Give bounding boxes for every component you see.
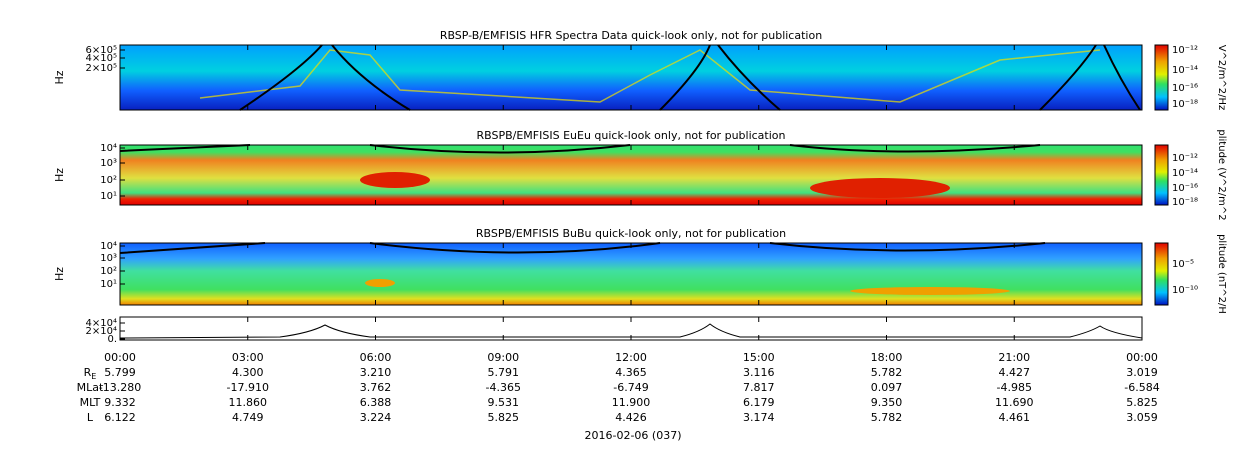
time-tick-label: 15:00 — [743, 351, 775, 364]
ephemeris-value: 4.461 — [999, 411, 1031, 424]
ephemeris-label: RE — [84, 366, 97, 381]
ephemeris-value: 3.019 — [1126, 366, 1158, 379]
date-label: 2016-02-06 (037) — [584, 429, 681, 442]
y-tick-label: 10¹ — [100, 191, 117, 202]
time-tick-label: 03:00 — [232, 351, 264, 364]
ephemeris-value: 5.825 — [1126, 396, 1158, 409]
y-tick-label: 10⁴ — [100, 143, 117, 154]
ephemeris-label: L — [87, 411, 94, 424]
y-axis-label: Hz — [53, 267, 66, 281]
ephemeris-value: 3.210 — [360, 366, 392, 379]
ephemeris-value: 9.350 — [871, 396, 903, 409]
y-tick-label: 10⁴ — [100, 241, 117, 252]
ephemeris-value: 9.332 — [104, 396, 136, 409]
colorbar-tick-label: 10⁻¹² — [1172, 45, 1198, 56]
ephemeris-value: 3.059 — [1126, 411, 1158, 424]
spectrogram-bubu — [119, 242, 1143, 306]
ephemeris-value: 11.690 — [995, 396, 1034, 409]
y-axis-label: Hz — [53, 168, 66, 182]
y-tick-label: 4×10⁵ — [86, 53, 117, 64]
colorbar-tick-label: 10⁻¹⁴ — [1172, 65, 1198, 76]
time-tick-label: 06:00 — [360, 351, 392, 364]
y-tick-label: 0. — [107, 334, 117, 345]
subscript: E — [91, 372, 96, 381]
ephemeris-value: 3.116 — [743, 366, 775, 379]
ephemeris-value: -6.749 — [613, 381, 648, 394]
ephemeris-value: 7.817 — [743, 381, 775, 394]
ephemeris-value: 0.097 — [871, 381, 903, 394]
ephemeris-value: 6.122 — [104, 411, 136, 424]
ephemeris-value: 3.762 — [360, 381, 392, 394]
y-tick-label: 6×10⁵ — [86, 45, 117, 56]
y-tick-label: 10³ — [100, 158, 117, 169]
ephemeris-value: 5.825 — [488, 411, 520, 424]
ephemeris-value: 5.782 — [871, 411, 903, 424]
ephemeris-label: MLT — [80, 396, 101, 409]
spectrogram-hfr — [119, 44, 1143, 111]
ephemeris-value: 4.426 — [615, 411, 647, 424]
colorbar-label: V^2/m^2/Hz — [1216, 45, 1227, 111]
time-tick-label: 09:00 — [487, 351, 519, 364]
ephemeris-value: 11.860 — [229, 396, 268, 409]
colorbar-tick-label: 10⁻¹⁰ — [1172, 285, 1198, 296]
ephemeris-value: -4.985 — [997, 381, 1032, 394]
time-tick-label: 18:00 — [871, 351, 903, 364]
ephemeris-label: MLat — [77, 381, 104, 394]
y-tick-label: 2×10⁵ — [86, 63, 117, 74]
ephemeris-value: 11.900 — [612, 396, 651, 409]
panel-title: RBSPB/EMFISIS BuBu quick-look only, not … — [476, 227, 786, 240]
colorbar-label: plitude (nT^2/H — [1216, 234, 1227, 314]
ephemeris-value: 3.224 — [360, 411, 392, 424]
ephemeris-value: 4.427 — [999, 366, 1031, 379]
y-tick-label: 2×10⁴ — [86, 326, 117, 337]
y-tick-label: 4×10⁴ — [86, 318, 117, 329]
ephemeris-value: 3.174 — [743, 411, 775, 424]
panel-title: RBSP-B/EMFISIS HFR Spectra Data quick-lo… — [440, 29, 822, 42]
ephemeris-value: 9.531 — [488, 396, 520, 409]
colorbar-label: plitude (V^2/m^2 — [1216, 129, 1227, 220]
panel-title: RBSPB/EMFISIS EuEu quick-look only, not … — [476, 129, 785, 142]
colorbar-tick-label: 10⁻¹⁸ — [1172, 197, 1198, 208]
ephemeris-value: -6.584 — [1124, 381, 1159, 394]
ephemeris-value: 6.388 — [360, 396, 392, 409]
y-tick-label: 10² — [100, 175, 117, 186]
ephemeris-value: 5.782 — [871, 366, 903, 379]
colorbar-tick-label: 10⁻¹⁸ — [1172, 99, 1198, 110]
colorbar-tick-label: 10⁻¹² — [1172, 153, 1198, 164]
time-tick-label: 00:00 — [1126, 351, 1158, 364]
y-tick-label: 10² — [100, 266, 117, 277]
time-tick-label: 21:00 — [998, 351, 1030, 364]
ephemeris-value: 4.300 — [232, 366, 264, 379]
colorbar-tick-label: 10⁻¹⁴ — [1172, 168, 1198, 179]
ephemeris-value: 6.179 — [743, 396, 775, 409]
ephemeris-value: -4.365 — [486, 381, 521, 394]
ephemeris-value: 4.749 — [232, 411, 264, 424]
y-tick-label: 10³ — [100, 253, 117, 264]
time-tick-label: 00:00 — [104, 351, 136, 364]
colorbar-tick-label: 10⁻¹⁶ — [1172, 83, 1198, 94]
ephemeris-value: -17.910 — [227, 381, 269, 394]
ephemeris-value: 5.799 — [104, 366, 136, 379]
ephemeris-value: -13.280 — [99, 381, 141, 394]
colorbar-tick-label: 10⁻¹⁶ — [1172, 183, 1198, 194]
ephemeris-value: 4.365 — [615, 366, 647, 379]
y-tick-label: 10¹ — [100, 279, 117, 290]
colorbars — [1154, 44, 1169, 306]
time-tick-label: 12:00 — [615, 351, 647, 364]
ephemeris-value: 5.791 — [488, 366, 520, 379]
y-axis-label: Hz — [53, 70, 66, 84]
colorbar-tick-label: 10⁻⁵ — [1172, 259, 1194, 270]
spectrogram-eueu — [119, 144, 1143, 206]
